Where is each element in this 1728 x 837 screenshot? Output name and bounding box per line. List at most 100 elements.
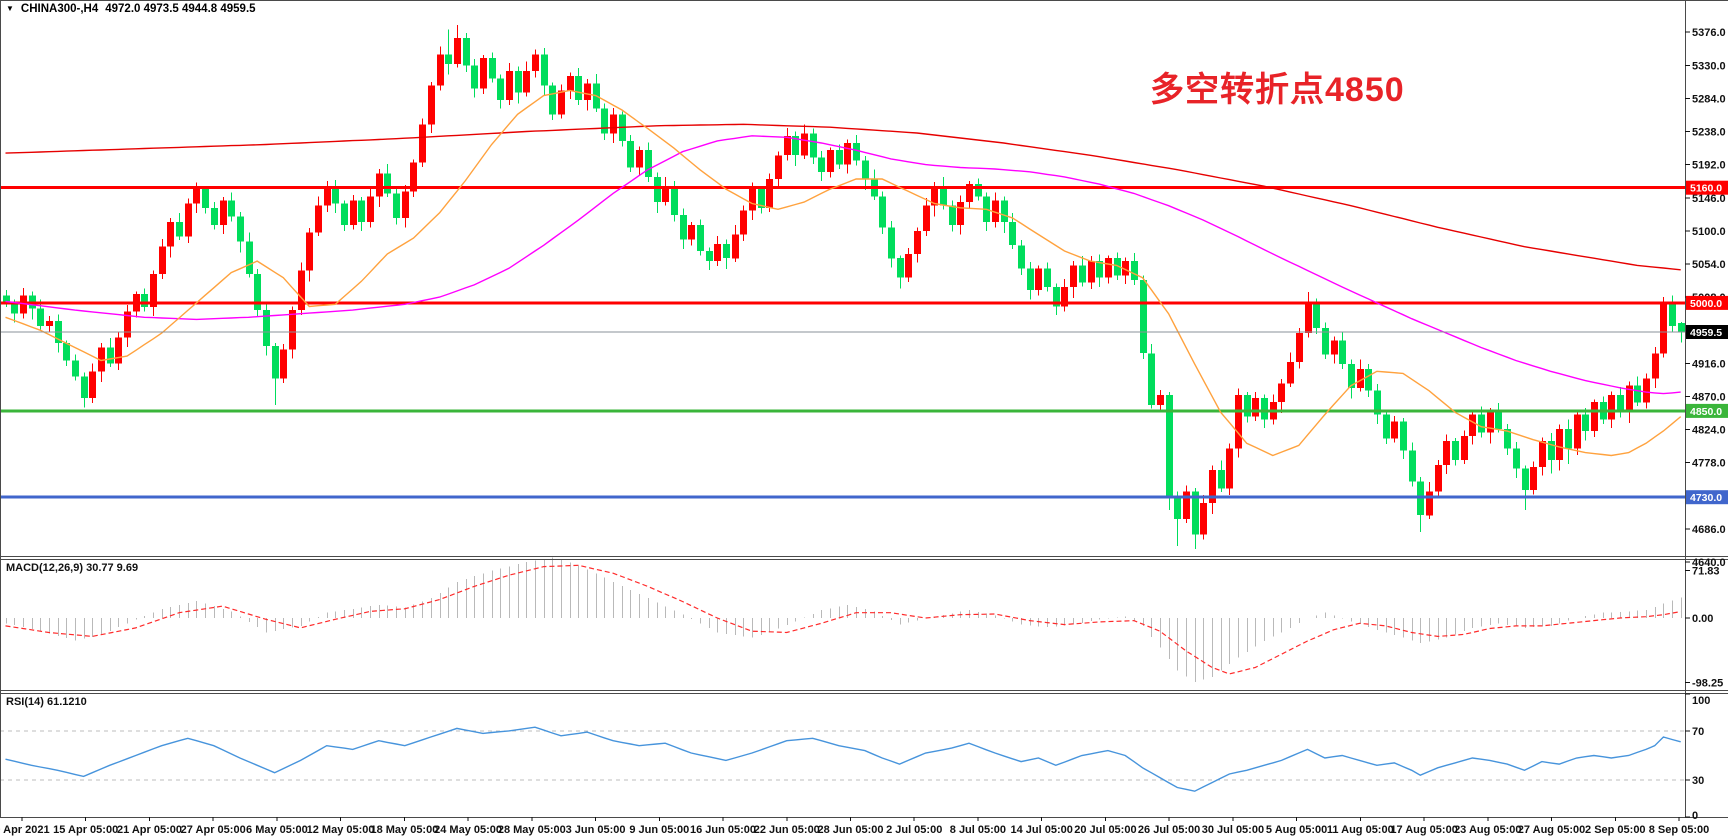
time-label: 8 Sep 05:00 — [1649, 824, 1710, 836]
price-tick-label: 4824.0 — [1692, 425, 1726, 437]
candle-body-down — [1261, 397, 1268, 420]
candle-body-down — [549, 85, 556, 115]
candle-body-up — [957, 202, 964, 226]
candle-body-down — [975, 184, 982, 197]
macd-tick-label: -98.25 — [1692, 678, 1723, 690]
candle-body-down — [1669, 302, 1676, 326]
candle-body-down — [810, 133, 817, 158]
candle-body-up — [844, 143, 851, 165]
candle-body-down — [11, 302, 18, 314]
candle-body-up — [1331, 340, 1338, 355]
time-label: 16 Jun 05:00 — [690, 824, 756, 836]
candle-body-down — [601, 108, 608, 134]
candle-body-up — [89, 371, 96, 398]
candle-body-down — [1513, 448, 1520, 469]
rsi-tick-label: 30 — [1692, 775, 1704, 787]
candle-body-down — [1565, 428, 1572, 449]
candle-body-down — [792, 135, 799, 156]
candle-body-up — [523, 71, 530, 93]
candle-body-up — [150, 274, 157, 308]
candle-body-down — [1339, 340, 1346, 365]
time-label: 26 Jul 05:00 — [1138, 824, 1200, 836]
candle-body-down — [1192, 491, 1199, 535]
candle-body-down — [1495, 412, 1502, 429]
candle-body-up — [1652, 353, 1659, 379]
candle-body-down — [1365, 369, 1372, 391]
candle-body-down — [1548, 441, 1555, 460]
candle-body-down — [489, 58, 496, 79]
candle-body-down — [862, 160, 869, 179]
candle-body-up — [1391, 421, 1398, 439]
candle-body-up — [115, 337, 122, 364]
macd-histogram — [5, 557, 1683, 682]
candle-body-down — [3, 295, 10, 303]
price-tick-label: 5146.0 — [1692, 193, 1726, 205]
time-label: 15 Apr 05:00 — [53, 824, 118, 836]
candle-body-up — [532, 54, 539, 72]
candle-body-up — [289, 310, 296, 350]
candle-body-up — [159, 246, 166, 275]
candle-body-up — [636, 150, 643, 168]
level-badge-5160.0 — [1686, 180, 1728, 195]
candle-body-down — [836, 150, 843, 165]
candle-body-down — [1027, 268, 1034, 290]
macd-signal-line — [5, 564, 1681, 675]
candle-body-up — [1626, 385, 1633, 413]
candle-body-down — [1634, 385, 1641, 403]
candle-body-down — [341, 203, 348, 226]
candle-body-down — [1409, 450, 1416, 482]
candle-body-down — [272, 346, 279, 379]
candle-body-up — [1643, 378, 1650, 403]
candle-body-up — [1443, 441, 1450, 465]
time-label: 24 May 05:00 — [434, 824, 502, 836]
candle-body-up — [1574, 414, 1581, 449]
candlestick-series — [3, 25, 1685, 550]
macd-tick-label: 71.83 — [1692, 566, 1720, 578]
candle-body-down — [237, 216, 244, 242]
candle-body-down — [497, 78, 504, 100]
candle-body-down — [1114, 258, 1121, 276]
candle-body-up — [437, 54, 444, 86]
time-label: 5 Aug 05:00 — [1266, 824, 1327, 836]
candle-body-down — [81, 376, 88, 398]
rsi-label: RSI(14) 61.1210 — [6, 696, 87, 708]
candle-body-up — [931, 186, 938, 206]
horizontal-level-lines[interactable] — [0, 186, 1685, 499]
candle-body-up — [1235, 395, 1242, 449]
price-tick-label: 5192.0 — [1692, 160, 1726, 172]
time-label: 9 Apr 2021 — [0, 824, 50, 836]
candle-body-down — [1348, 364, 1355, 388]
candle-body-down — [176, 222, 183, 237]
symbol-dropdown-icon[interactable]: ▼ — [6, 4, 14, 13]
candle-body-up — [419, 124, 426, 163]
rsi-tick-label: 70 — [1692, 726, 1704, 738]
candle-body-down — [228, 200, 235, 217]
time-label: 17 Aug 05:00 — [1390, 824, 1457, 836]
level-badge-4730.0 — [1686, 490, 1728, 505]
candle-body-down — [332, 186, 339, 204]
candle-body-down — [680, 215, 687, 240]
candle-body-up — [1061, 287, 1068, 307]
candle-body-down — [723, 243, 730, 259]
candle-body-down — [697, 225, 704, 251]
candle-body-up — [749, 189, 756, 211]
ma-fast-orange-line — [5, 89, 1682, 457]
candle-body-down — [818, 157, 825, 172]
candle-body-up — [480, 58, 487, 89]
price-tick-label: 4778.0 — [1692, 458, 1726, 470]
candle-body-down — [384, 173, 391, 194]
candle-body-up — [1660, 302, 1667, 354]
time-label: 3 Jun 05:00 — [566, 824, 626, 836]
level-badge-4850.0 — [1686, 403, 1728, 418]
time-label: 23 Aug 05:00 — [1454, 824, 1521, 836]
candle-body-down — [1522, 468, 1529, 491]
candle-body-up — [732, 234, 739, 259]
candle-body-down — [645, 150, 652, 177]
candle-body-up — [324, 186, 331, 206]
candle-body-up — [46, 320, 53, 326]
time-label: 12 May 05:00 — [307, 824, 375, 836]
candle-body-down — [1452, 441, 1459, 460]
